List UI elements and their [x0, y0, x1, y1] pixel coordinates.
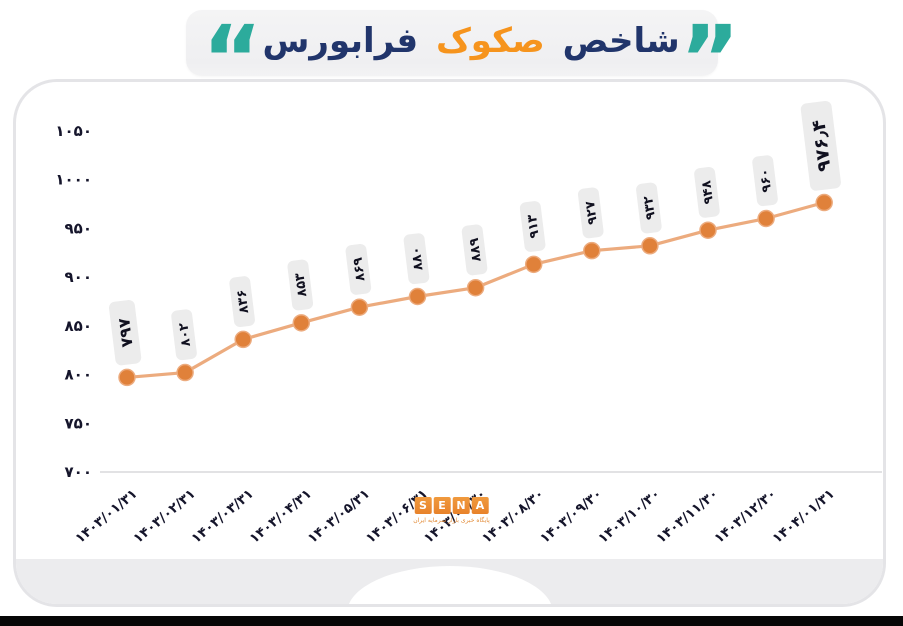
bottom-bar	[0, 616, 903, 626]
x-axis-tick-label: ۱۴۰۳/۰۴/۳۱	[247, 486, 315, 547]
data-point	[408, 287, 427, 306]
x-axis-tick-label: ۱۴۰۳/۰۵/۳۱	[305, 486, 373, 547]
data-point-label-bg	[519, 201, 546, 252]
logo-tile-n: N	[452, 497, 470, 514]
data-point-label: ۹۳۲	[636, 182, 662, 234]
data-point-label: ۸۳۶	[229, 276, 255, 327]
right-quote-icon: ”	[679, 6, 741, 113]
x-axis-tick-text: ۱۴۰۳/۰۱/۳۱	[72, 486, 140, 547]
data-point	[118, 368, 136, 387]
data-point	[234, 330, 252, 349]
data-point-label-bg	[800, 100, 841, 191]
data-point-label-bg	[171, 309, 197, 361]
data-point-label: ۸۵۳	[287, 259, 314, 311]
data-point-label-bg	[636, 182, 662, 234]
data-point	[524, 255, 543, 274]
x-axis-tick-label: ۱۴۰۳/۰۱/۳۱	[72, 486, 140, 547]
data-point-label-bg	[287, 259, 314, 311]
data-point-label-bg	[752, 155, 778, 207]
data-point-label-bg	[461, 224, 488, 276]
x-axis-tick-label: ۱۴۰۳/۱۰/۳۰	[595, 486, 663, 547]
y-axis-tick-label: ۱۰۵۰	[55, 122, 92, 140]
data-point	[583, 241, 601, 260]
x-axis-tick-text: ۱۴۰۳/۰۲/۳۱	[130, 486, 198, 547]
data-point-label-text: ۸۶۹	[351, 256, 369, 282]
y-axis-tick-label: ۷۰۰	[65, 463, 92, 481]
data-point-label-text: ۸۰۲	[176, 322, 194, 348]
data-point-label-text: ۹۴۸	[699, 179, 717, 205]
data-point-label-text: ۸۸۰	[409, 246, 427, 271]
data-point-label-text: ۹۱۳	[525, 214, 543, 240]
data-point	[292, 314, 311, 332]
logo-tile-e: E	[433, 497, 451, 514]
title-prefix: شاخص	[562, 21, 680, 61]
x-axis-tick-label: ۱۴۰۳/۱۲/۳۰	[711, 486, 779, 547]
data-point-label: ۸۶۹	[345, 244, 372, 295]
data-point	[466, 278, 485, 297]
data-point-label: ۷۹۷	[108, 300, 142, 366]
data-point	[641, 237, 659, 255]
x-axis-tick-text: ۱۴۰۳/۱۱/۳۰	[653, 486, 721, 547]
data-point-label-text: ۹۳۲	[641, 195, 659, 221]
logo-tile-a: A	[471, 497, 489, 514]
x-axis-tick-text: ۱۴۰۴/۰۱/۳۱	[769, 486, 837, 547]
sena-logo-tiles: S E N A	[414, 497, 489, 514]
data-point-label-bg	[403, 233, 430, 285]
data-point-label: ۹۴۸	[694, 166, 720, 218]
left-quote-icon: “	[202, 6, 263, 113]
sena-logo: S E N A پایگاه خبری بازار سرمایه ایران	[413, 497, 490, 524]
x-axis-tick-text: ۱۴۰۳/۱۲/۳۰	[711, 486, 779, 547]
data-point-label-text: ۹۲۷	[583, 200, 601, 226]
data-point-label: ۸۸۹	[461, 224, 488, 276]
y-axis-tick-label: ۸۰۰	[65, 366, 92, 384]
data-point-label-text: ۸۸۹	[467, 237, 485, 263]
x-axis-tick-label: ۱۴۰۳/۰۲/۳۱	[130, 486, 198, 547]
title-suffix: فرابورس	[262, 21, 419, 61]
chart-card	[13, 79, 886, 607]
data-point-label-text: ۸۵۳	[293, 272, 311, 298]
page-title: شاخص صکوک فرابورس	[262, 21, 679, 61]
data-point-label-text: ۸۳۶	[234, 289, 252, 314]
x-axis-tick-text: ۱۴۰۳/۱۰/۳۰	[595, 486, 663, 547]
x-axis-tick-text: ۱۴۰۳/۰۹/۳۰	[537, 486, 605, 547]
x-axis-tick-label: ۱۴۰۳/۰۹/۳۰	[537, 486, 605, 547]
y-axis-tick-label: ۹۰۰	[65, 268, 92, 286]
x-axis-tick-label: ۱۴۰۴/۰۱/۳۱	[769, 486, 837, 547]
data-point-label: ۹۷۶٫۴	[800, 100, 841, 191]
data-point-label: ۸۸۰	[403, 233, 430, 285]
logo-tile-s: S	[414, 497, 432, 514]
data-point	[815, 193, 833, 212]
data-point-label-bg	[108, 300, 142, 366]
data-point-label-bg	[577, 187, 604, 239]
title-highlight: صکوک	[435, 21, 545, 61]
x-axis-tick-text: ۱۴۰۳/۰۵/۳۱	[305, 486, 373, 547]
x-axis-tick-label: ۱۴۰۳/۱۱/۳۰	[653, 486, 721, 547]
x-axis-tick-text: ۱۴۰۳/۰۴/۳۱	[247, 486, 315, 547]
title-banner: “ شاخص صکوک فرابورس ”	[186, 10, 740, 106]
data-point-label: ۹۱۳	[519, 201, 546, 252]
y-axis-tick-label: ۱۰۰۰	[55, 171, 92, 189]
data-point-label: ۹۲۷	[577, 187, 604, 239]
data-point-label-bg	[229, 276, 255, 327]
x-axis-tick-text: ۱۴۰۳/۰۳/۳۱	[188, 486, 256, 547]
data-point-label-bg	[694, 166, 720, 218]
y-axis-tick-label: ۸۵۰	[65, 317, 92, 335]
sena-logo-caption: پایگاه خبری بازار سرمایه ایران	[413, 517, 490, 524]
data-point-label-text: ۷۹۷	[114, 317, 136, 349]
y-axis-tick-label: ۹۵۰	[65, 219, 92, 237]
x-axis-tick-label: ۱۴۰۳/۰۳/۳۱	[188, 486, 256, 547]
data-point-label: ۸۰۲	[171, 309, 197, 361]
data-point	[176, 363, 194, 382]
sukuk-index-line-chart: ۱۰۵۰۱۰۰۰۹۵۰۹۰۰۸۵۰۸۰۰۷۵۰۷۰۰۱۴۰۳/۰۱/۳۱۱۴۰۳…	[55, 100, 882, 547]
data-point-label: ۹۶۰	[752, 155, 778, 207]
y-axis-tick-label: ۷۵۰	[65, 414, 92, 432]
data-point	[350, 298, 369, 316]
data-point	[757, 209, 775, 228]
data-point-label-bg	[345, 244, 372, 295]
data-point-label-text: ۹۶۰	[757, 168, 775, 193]
data-point	[699, 221, 717, 239]
